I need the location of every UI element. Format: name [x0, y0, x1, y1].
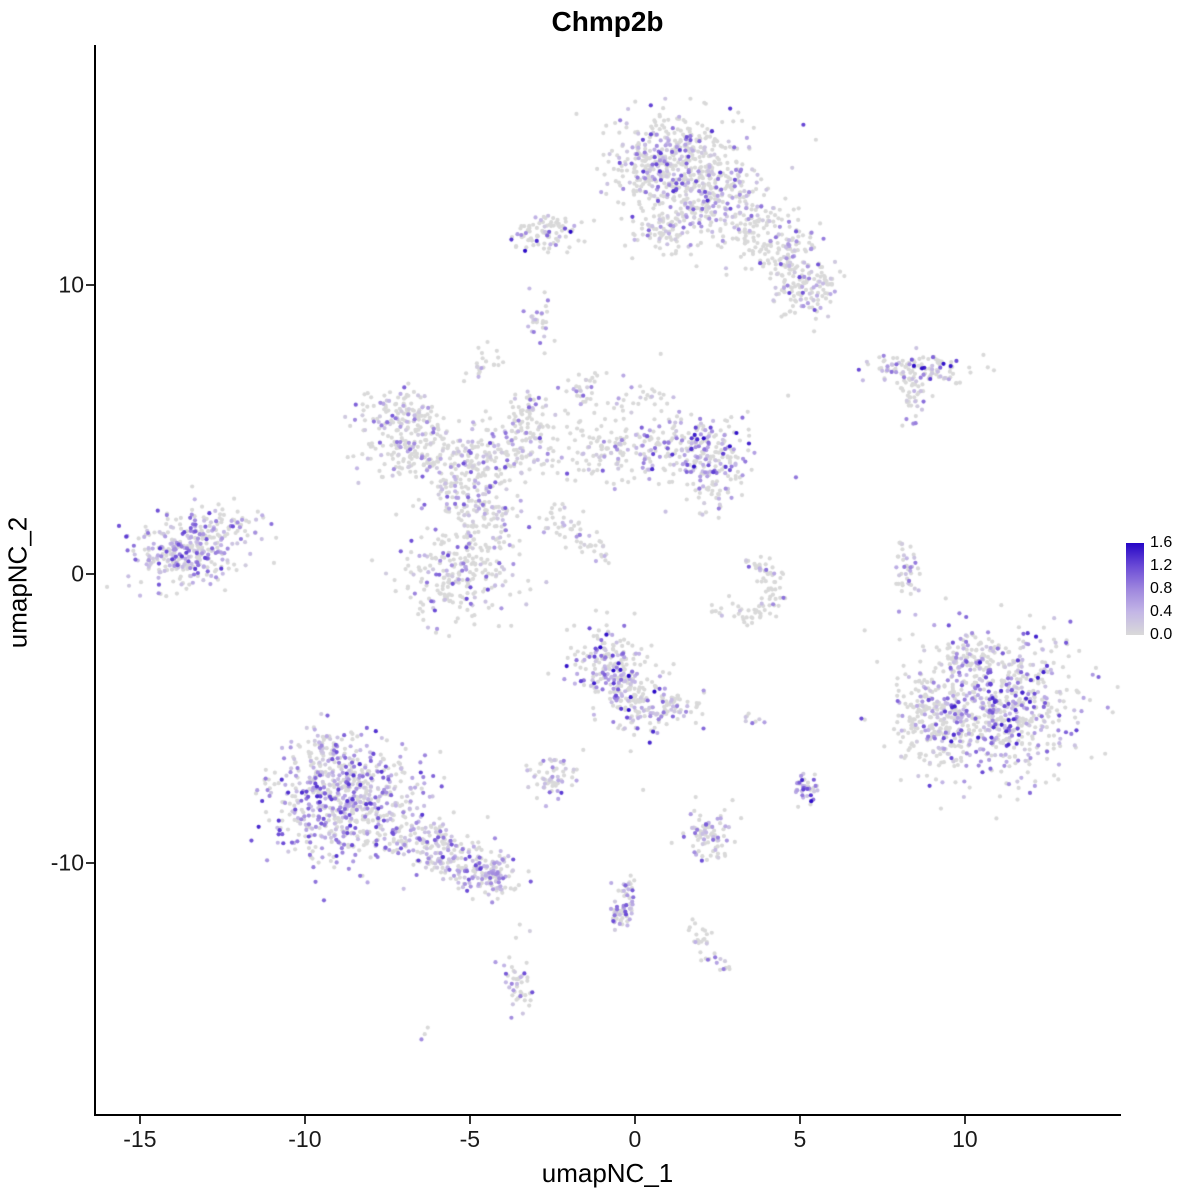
y-tick-label: 0: [71, 560, 84, 587]
y-tick-label: -10: [50, 849, 84, 876]
x-tick-mark: [138, 1116, 141, 1124]
legend-labels: 1.6 1.2 0.8 0.4 0.0: [1150, 534, 1190, 643]
x-tick-mark: [798, 1116, 801, 1124]
x-tick-mark: [633, 1116, 636, 1124]
legend-value-label: 0.8: [1150, 580, 1173, 597]
legend-value-label: 0.4: [1150, 603, 1173, 620]
x-axis-title: umapNC_1: [541, 1158, 674, 1188]
y-tick-mark: [86, 573, 94, 576]
x-tick-label: -10: [288, 1126, 322, 1152]
y-tick-mark: [86, 283, 94, 286]
x-tick-label: 0: [628, 1126, 642, 1152]
x-tick-label: -15: [123, 1126, 157, 1152]
legend-value-label: 1.2: [1150, 557, 1173, 574]
x-tick-label: 10: [952, 1126, 978, 1152]
x-tick-mark: [963, 1116, 966, 1124]
y-axis-title: umapNC_2: [2, 516, 33, 649]
x-tick-label: 5: [793, 1126, 807, 1152]
y-tick-mark: [86, 862, 94, 865]
expression-legend: 1.6 1.2 0.8 0.4 0.0: [1126, 534, 1172, 643]
x-tick-mark: [468, 1116, 471, 1124]
x-tick-mark: [303, 1116, 306, 1124]
x-axis-line: [94, 1114, 1121, 1116]
legend-gradient-bar: [1126, 543, 1144, 635]
y-tick-label: 10: [58, 271, 84, 298]
legend-value-label: 1.6: [1150, 534, 1173, 551]
plot-title: Chmp2b: [551, 6, 664, 37]
x-tick-label: -5: [459, 1126, 481, 1152]
legend-value-label: 0.0: [1150, 626, 1173, 643]
y-axis-line: [94, 45, 96, 1116]
